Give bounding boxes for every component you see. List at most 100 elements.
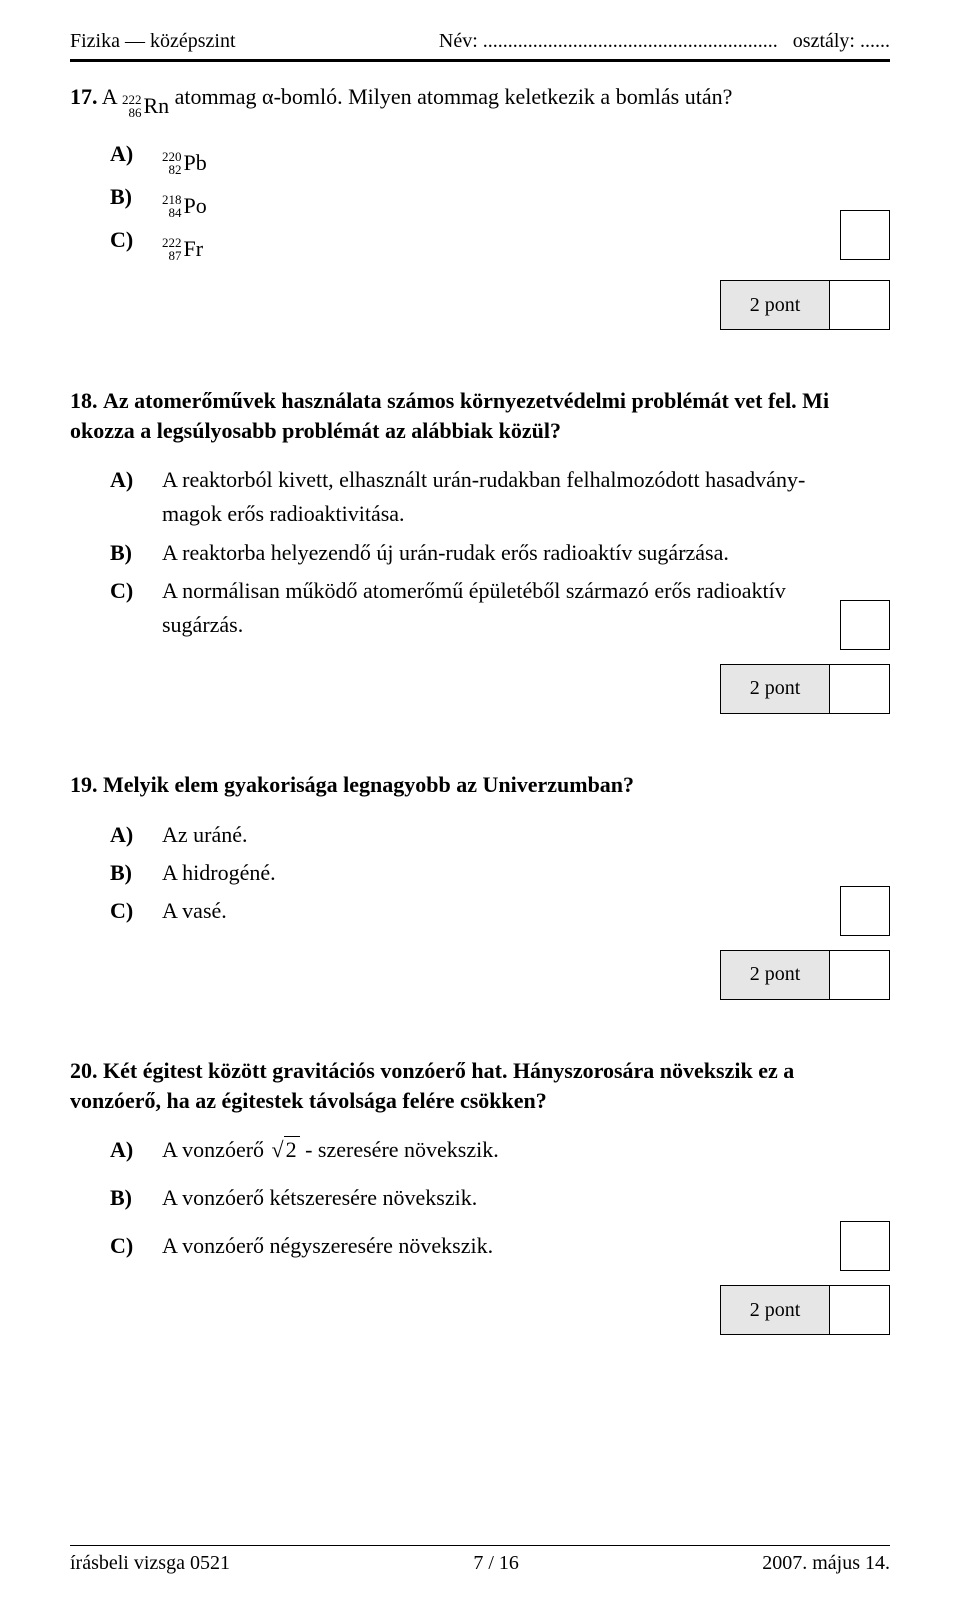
- q17-answer-row: 2 pont: [70, 280, 890, 336]
- q20-points-strip: 2 pont: [720, 1285, 890, 1335]
- q19-a-label: A): [110, 818, 162, 852]
- q18-answer-box[interactable]: [840, 600, 890, 650]
- q18-points-strip: 2 pont: [720, 664, 890, 714]
- q20-points-label: 2 pont: [720, 1285, 830, 1335]
- q18-b-text: A reaktorba helyezendő új urán-rudak erő…: [162, 536, 820, 570]
- q20-answer-row: 2 pont: [70, 1285, 890, 1341]
- page-footer: írásbeli vizsga 0521 7 / 16 2007. május …: [70, 1539, 890, 1575]
- q17-iso-symbol: Rn: [143, 95, 169, 117]
- q18-c-text: A normálisan működő atomerőmű épületéből…: [162, 574, 820, 642]
- q20-option-a: A) A vonzóerő √2 - szeresére növekszik.: [110, 1133, 820, 1167]
- q18-option-a: A) A reaktorból kivett, elhasznált urán-…: [110, 463, 820, 531]
- q17-c-label: C): [110, 223, 162, 257]
- footer-right: 2007. május 14.: [762, 1552, 890, 1575]
- q18-a-label: A): [110, 463, 162, 497]
- q19-answer-row: 2 pont: [70, 950, 890, 1006]
- name-dots: ........................................…: [483, 30, 778, 52]
- q19-number: 19.: [70, 772, 98, 797]
- q19-a-text: Az uráné.: [162, 818, 820, 852]
- q17-b-label: B): [110, 180, 162, 214]
- q17-answer-box[interactable]: [840, 210, 890, 260]
- q20-a-label: A): [110, 1133, 162, 1167]
- q19-option-c: C) A vasé.: [110, 894, 820, 928]
- q20-option-c: C) A vonzóerő négyszeresére növekszik.: [110, 1229, 820, 1263]
- q20-b-label: B): [110, 1181, 162, 1215]
- q18-option-c: C) A normálisan működő atomerőmű épületé…: [110, 574, 820, 642]
- question-19-stem: 19. Melyik elem gyakorisága legnagyobb a…: [70, 770, 890, 800]
- q19-text: Melyik elem gyakorisága legnagyobb az Un…: [103, 772, 634, 797]
- q18-points-label: 2 pont: [720, 664, 830, 714]
- q17-a-label: A): [110, 137, 162, 171]
- q20-options: A) A vonzóerő √2 - szeresére növekszik. …: [110, 1133, 820, 1263]
- q19-option-b: B) A hidrogéné.: [110, 856, 820, 890]
- footer-row: írásbeli vizsga 0521 7 / 16 2007. május …: [70, 1546, 890, 1575]
- q18-number: 18.: [70, 388, 98, 413]
- q19-options: A) Az uráné. B) A hidrogéné. C) A vasé.: [110, 818, 820, 928]
- q20-b-text: A vonzóerő kétszeresére növekszik.: [162, 1181, 820, 1215]
- footer-left: írásbeli vizsga 0521: [70, 1552, 230, 1575]
- q17-points-label: 2 pont: [720, 280, 830, 330]
- q20-a-radicand: 2: [284, 1136, 300, 1162]
- q17-iso-atomic: 86: [128, 106, 141, 119]
- q19-points-strip: 2 pont: [720, 950, 890, 1000]
- name-label: Név:: [439, 30, 478, 52]
- q17-option-b: B) 218 84 Po: [110, 180, 890, 219]
- question-18-stem: 18. Az atomerőművek használata számos kö…: [70, 386, 890, 445]
- header-subject: Fizika — középszint: [70, 30, 236, 53]
- q18-c-label: C): [110, 574, 162, 608]
- q18-points-blank[interactable]: [830, 664, 890, 714]
- q18-answer-row: 2 pont: [70, 664, 890, 720]
- header-rule: [70, 59, 890, 62]
- question-17: 17. A 222 86 Rn atommag α-bomló. Milyen …: [70, 82, 890, 336]
- q19-option-a: A) Az uráné.: [110, 818, 820, 852]
- q20-points-blank[interactable]: [830, 1285, 890, 1335]
- q20-a-content: A vonzóerő √2 - szeresére növekszik.: [162, 1133, 820, 1167]
- q17-points-blank[interactable]: [830, 280, 890, 330]
- q18-text: Az atomerőművek használata számos környe…: [70, 388, 829, 443]
- q20-body: A) A vonzóerő √2 - szeresére növekszik. …: [70, 1133, 890, 1281]
- q20-c-label: C): [110, 1229, 162, 1263]
- q20-option-b: B) A vonzóerő kétszeresére növekszik.: [110, 1181, 820, 1215]
- q20-text: Két égitest között gravitációs vonzóerő …: [70, 1058, 794, 1113]
- q18-options: A) A reaktorból kivett, elhasznált urán-…: [110, 463, 820, 641]
- q17-number: 17.: [70, 84, 98, 109]
- q17-c-isotope: 222 87 Fr: [162, 236, 203, 262]
- question-17-stem: 17. A 222 86 Rn atommag α-bomló. Milyen …: [70, 82, 890, 119]
- exam-page: Fizika — középszint Név: ...............…: [0, 0, 960, 1605]
- q17-lead: A: [102, 84, 117, 109]
- q17-b-isotope: 218 84 Po: [162, 193, 207, 219]
- q17-options: A) 220 82 Pb B) 218: [110, 137, 890, 262]
- header-name-class: Név: ...................................…: [439, 30, 890, 53]
- q18-body: A) A reaktorból kivett, elhasznált urán-…: [70, 463, 890, 659]
- q19-c-text: A vasé.: [162, 894, 820, 928]
- sqrt-icon: √2: [270, 1133, 300, 1167]
- q17-rest: atommag α-bomló. Milyen atommag keletkez…: [175, 84, 733, 109]
- question-20-stem: 20. Két égitest között gravitációs vonzó…: [70, 1056, 890, 1115]
- question-19: 19. Melyik elem gyakorisága legnagyobb a…: [70, 770, 890, 1006]
- question-18: 18. Az atomerőművek használata számos kö…: [70, 386, 890, 720]
- question-20: 20. Két égitest között gravitációs vonzó…: [70, 1056, 890, 1342]
- q20-number: 20.: [70, 1058, 98, 1083]
- q20-answer-box[interactable]: [840, 1221, 890, 1271]
- q17-isotope: 222 86 Rn: [122, 93, 169, 119]
- q17-option-c: C) 222 87 Fr: [110, 223, 890, 262]
- q17-iso-nums: 222 86: [122, 93, 142, 119]
- q19-b-label: B): [110, 856, 162, 890]
- class-label: osztály:: [793, 30, 855, 52]
- q17-a-isotope: 220 82 Pb: [162, 150, 207, 176]
- footer-center: 7 / 16: [473, 1552, 519, 1575]
- q17-option-a: A) 220 82 Pb: [110, 137, 890, 176]
- q20-a-post: - szeresére növekszik.: [305, 1137, 499, 1162]
- q17-points-strip: 2 pont: [720, 280, 890, 330]
- q19-points-label: 2 pont: [720, 950, 830, 1000]
- q19-b-text: A hidrogéné.: [162, 856, 820, 890]
- page-header: Fizika — középszint Név: ...............…: [70, 30, 890, 53]
- q19-c-label: C): [110, 894, 162, 928]
- q19-points-blank[interactable]: [830, 950, 890, 1000]
- q18-b-label: B): [110, 536, 162, 570]
- q18-a-text: A reaktorból kivett, elhasznált urán-rud…: [162, 463, 820, 531]
- q19-answer-box[interactable]: [840, 886, 890, 936]
- q20-a-pre: A vonzóerő: [162, 1137, 270, 1162]
- q20-c-text: A vonzóerő négyszeresére növekszik.: [162, 1229, 820, 1263]
- q18-option-b: B) A reaktorba helyezendő új urán-rudak …: [110, 536, 820, 570]
